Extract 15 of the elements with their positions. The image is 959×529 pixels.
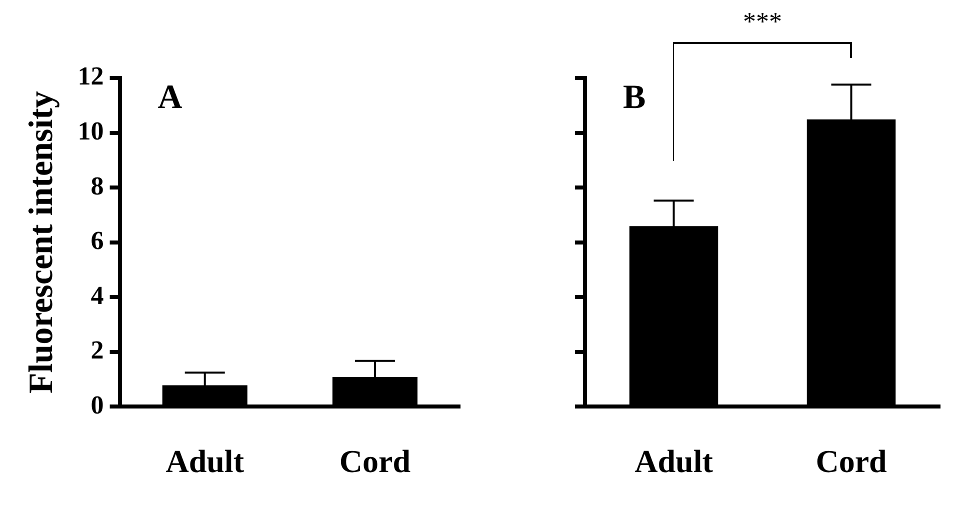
x-tick-label: Adult [634,443,714,480]
text: *** [743,6,782,36]
y-tick-label: 4 [90,280,104,310]
y-tick-label: 0 [90,390,104,420]
y-tick-label: 12 [78,62,104,91]
x-tick-label: Adult [166,443,244,480]
y-tick-label: 8 [90,171,104,200]
y-axis-title: Fluorescent intensity [23,91,60,394]
chart-title: A [158,78,183,116]
chart-title: B [623,78,646,116]
y-tick-label: 10 [78,116,104,146]
x-tick-label: Cord [816,443,888,480]
x-tick-label: Cord [339,443,411,480]
y-tick-label: 2 [90,336,104,365]
y-tick-label: 6 [90,226,104,256]
